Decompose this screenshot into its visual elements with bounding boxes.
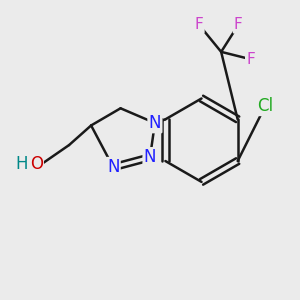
Text: H: H [15,155,28,173]
Text: N: N [144,148,156,166]
Text: Cl: Cl [257,97,273,115]
Text: N: N [107,158,119,176]
Text: F: F [246,52,255,67]
Text: F: F [195,17,203,32]
Text: F: F [234,17,243,32]
Text: N: N [149,114,161,132]
Text: O: O [30,155,43,173]
